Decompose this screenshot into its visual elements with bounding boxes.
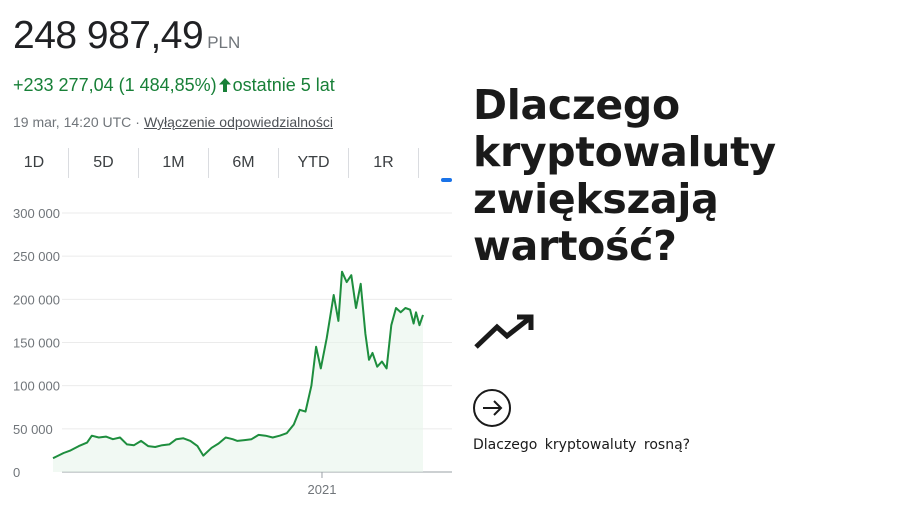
quote-timestamp: 19 mar, 14:20 UTC [13,114,132,130]
y-tick-label: 50 000 [13,422,53,437]
promo-caption[interactable]: Dlaczego kryptowaluty rosną? [473,437,691,453]
y-tick-label: 200 000 [13,292,60,307]
price-chart: 0 50 000 100 000 150 000 200 000 250 000 300 0… [13,206,452,497]
tab-ytd[interactable]: YTD [279,148,349,178]
promo-headline: Dlaczego kryptowaluty zwiększają wartość… [473,81,776,270]
meta-separator: · [135,114,140,130]
x-tick-label: 2021 [308,482,337,497]
arrow-right-icon [483,400,503,416]
y-tick-label: 250 000 [13,249,60,264]
price-change: +233 277,04 (1 484,85%) ostatnie 5 lat [13,75,335,96]
y-tick-label: 150 000 [13,336,60,351]
arrow-up-icon [218,78,231,92]
currency-label: PLN [207,33,241,52]
y-tick-label: 0 [13,465,20,480]
change-value: +233 277,04 (1 484,85%) [13,75,217,95]
tab-1m[interactable]: 1M [139,148,209,178]
quote-panel: 248 987,49 PLN +233 277,04 (1 484,85%) ost… [0,14,452,497]
price-row: 248 987,49 PLN [13,14,240,58]
trending-up-icon [474,314,534,349]
active-tab-indicator [441,178,452,182]
change-period: ostatnie 5 lat [232,75,335,95]
promo-panel: Dlaczego kryptowaluty zwiększają wartość… [452,0,900,507]
tab-1r[interactable]: 1R [349,148,419,178]
series-line [52,270,424,460]
tab-1d[interactable]: 1D [0,148,69,178]
disclaimer-link[interactable]: Wyłączenie odpowiedzialności [143,114,333,130]
tab-6m[interactable]: 6M [209,148,279,178]
quote-meta: 19 mar, 14:20 UTC · Wyłączenie odpowiedzia… [13,114,333,130]
read-more-button[interactable] [473,389,511,427]
series-area [53,271,423,472]
y-tick-label: 300 000 [13,206,60,221]
y-tick-label: 100 000 [13,379,60,394]
tab-5d[interactable]: 5D [69,148,139,178]
range-tabs: 1D 5D 1M 6M YTD 1R [0,148,419,178]
current-price: 248 987,49 [13,14,204,57]
